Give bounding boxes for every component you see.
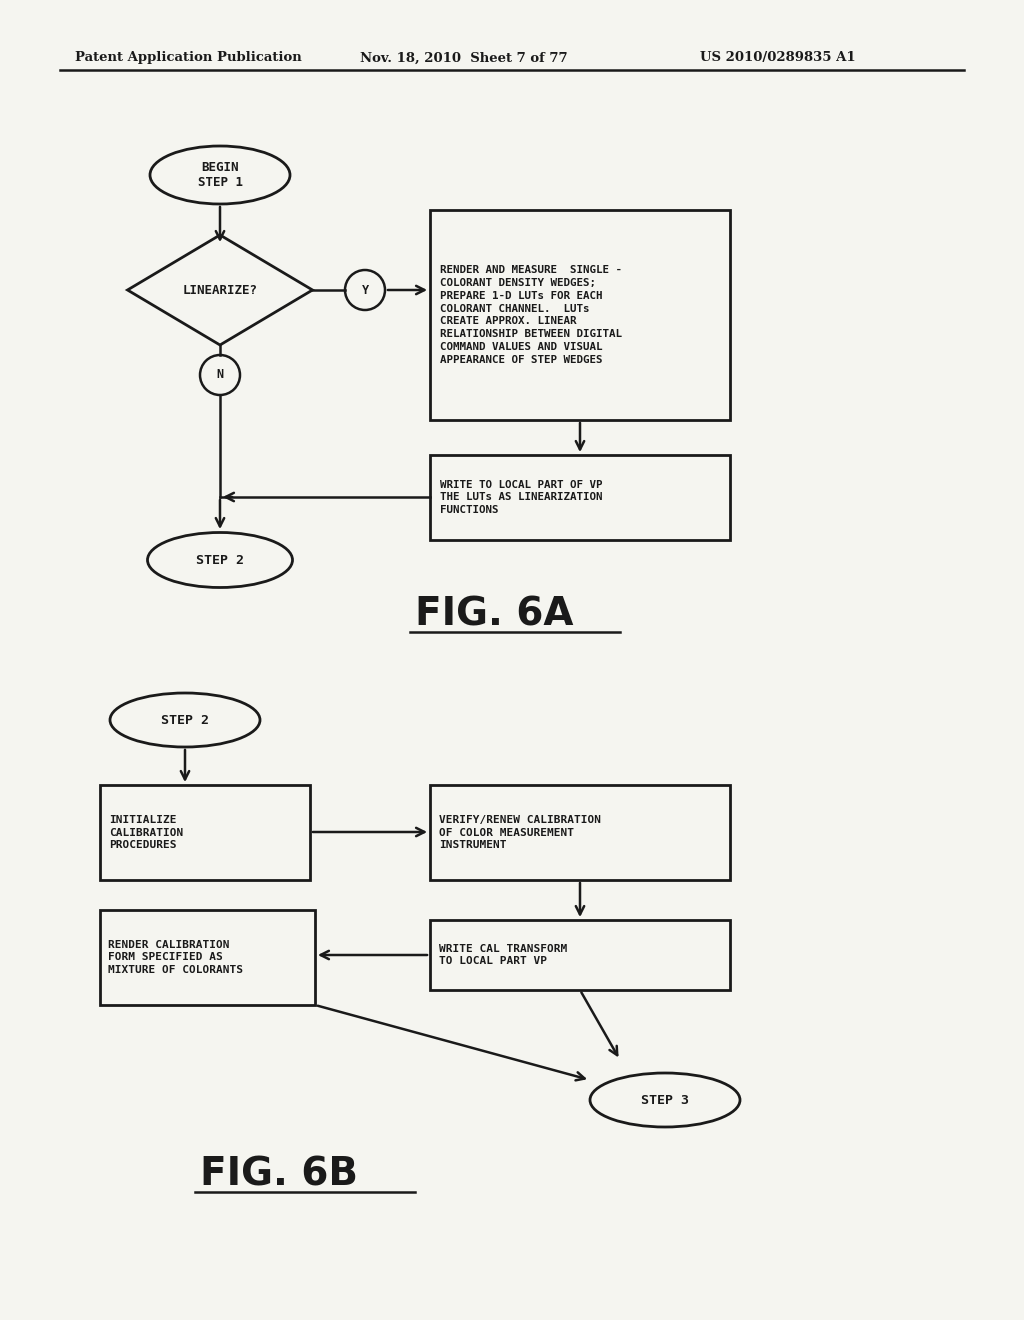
Text: LINEARIZE?: LINEARIZE? [182, 284, 257, 297]
Text: STEP 2: STEP 2 [196, 553, 244, 566]
Text: BEGIN
STEP 1: BEGIN STEP 1 [198, 161, 243, 189]
Text: Patent Application Publication: Patent Application Publication [75, 51, 302, 65]
Text: INITIALIZE
CALIBRATION
PROCEDURES: INITIALIZE CALIBRATION PROCEDURES [109, 814, 183, 850]
Text: FIG. 6A: FIG. 6A [415, 597, 573, 634]
Text: WRITE TO LOCAL PART OF VP
THE LUTs AS LINEARIZATION
FUNCTIONS: WRITE TO LOCAL PART OF VP THE LUTs AS LI… [440, 479, 602, 515]
Text: RENDER AND MEASURE  SINGLE -
COLORANT DENSITY WEDGES;
PREPARE 1-D LUTs FOR EACH
: RENDER AND MEASURE SINGLE - COLORANT DEN… [440, 265, 622, 364]
Text: STEP 3: STEP 3 [641, 1093, 689, 1106]
Text: Nov. 18, 2010  Sheet 7 of 77: Nov. 18, 2010 Sheet 7 of 77 [360, 51, 567, 65]
Text: RENDER CALIBRATION
FORM SPECIFIED AS
MIXTURE OF COLORANTS: RENDER CALIBRATION FORM SPECIFIED AS MIX… [108, 940, 243, 975]
Text: US 2010/0289835 A1: US 2010/0289835 A1 [700, 51, 856, 65]
Text: STEP 2: STEP 2 [161, 714, 209, 726]
Text: VERIFY/RENEW CALIBRATION
OF COLOR MEASUREMENT
INSTRUMENT: VERIFY/RENEW CALIBRATION OF COLOR MEASUR… [439, 814, 601, 850]
Text: WRITE CAL TRANSFORM
TO LOCAL PART VP: WRITE CAL TRANSFORM TO LOCAL PART VP [439, 944, 567, 966]
Text: FIG. 6B: FIG. 6B [200, 1156, 358, 1195]
Text: Y: Y [361, 284, 369, 297]
Text: N: N [216, 368, 223, 381]
